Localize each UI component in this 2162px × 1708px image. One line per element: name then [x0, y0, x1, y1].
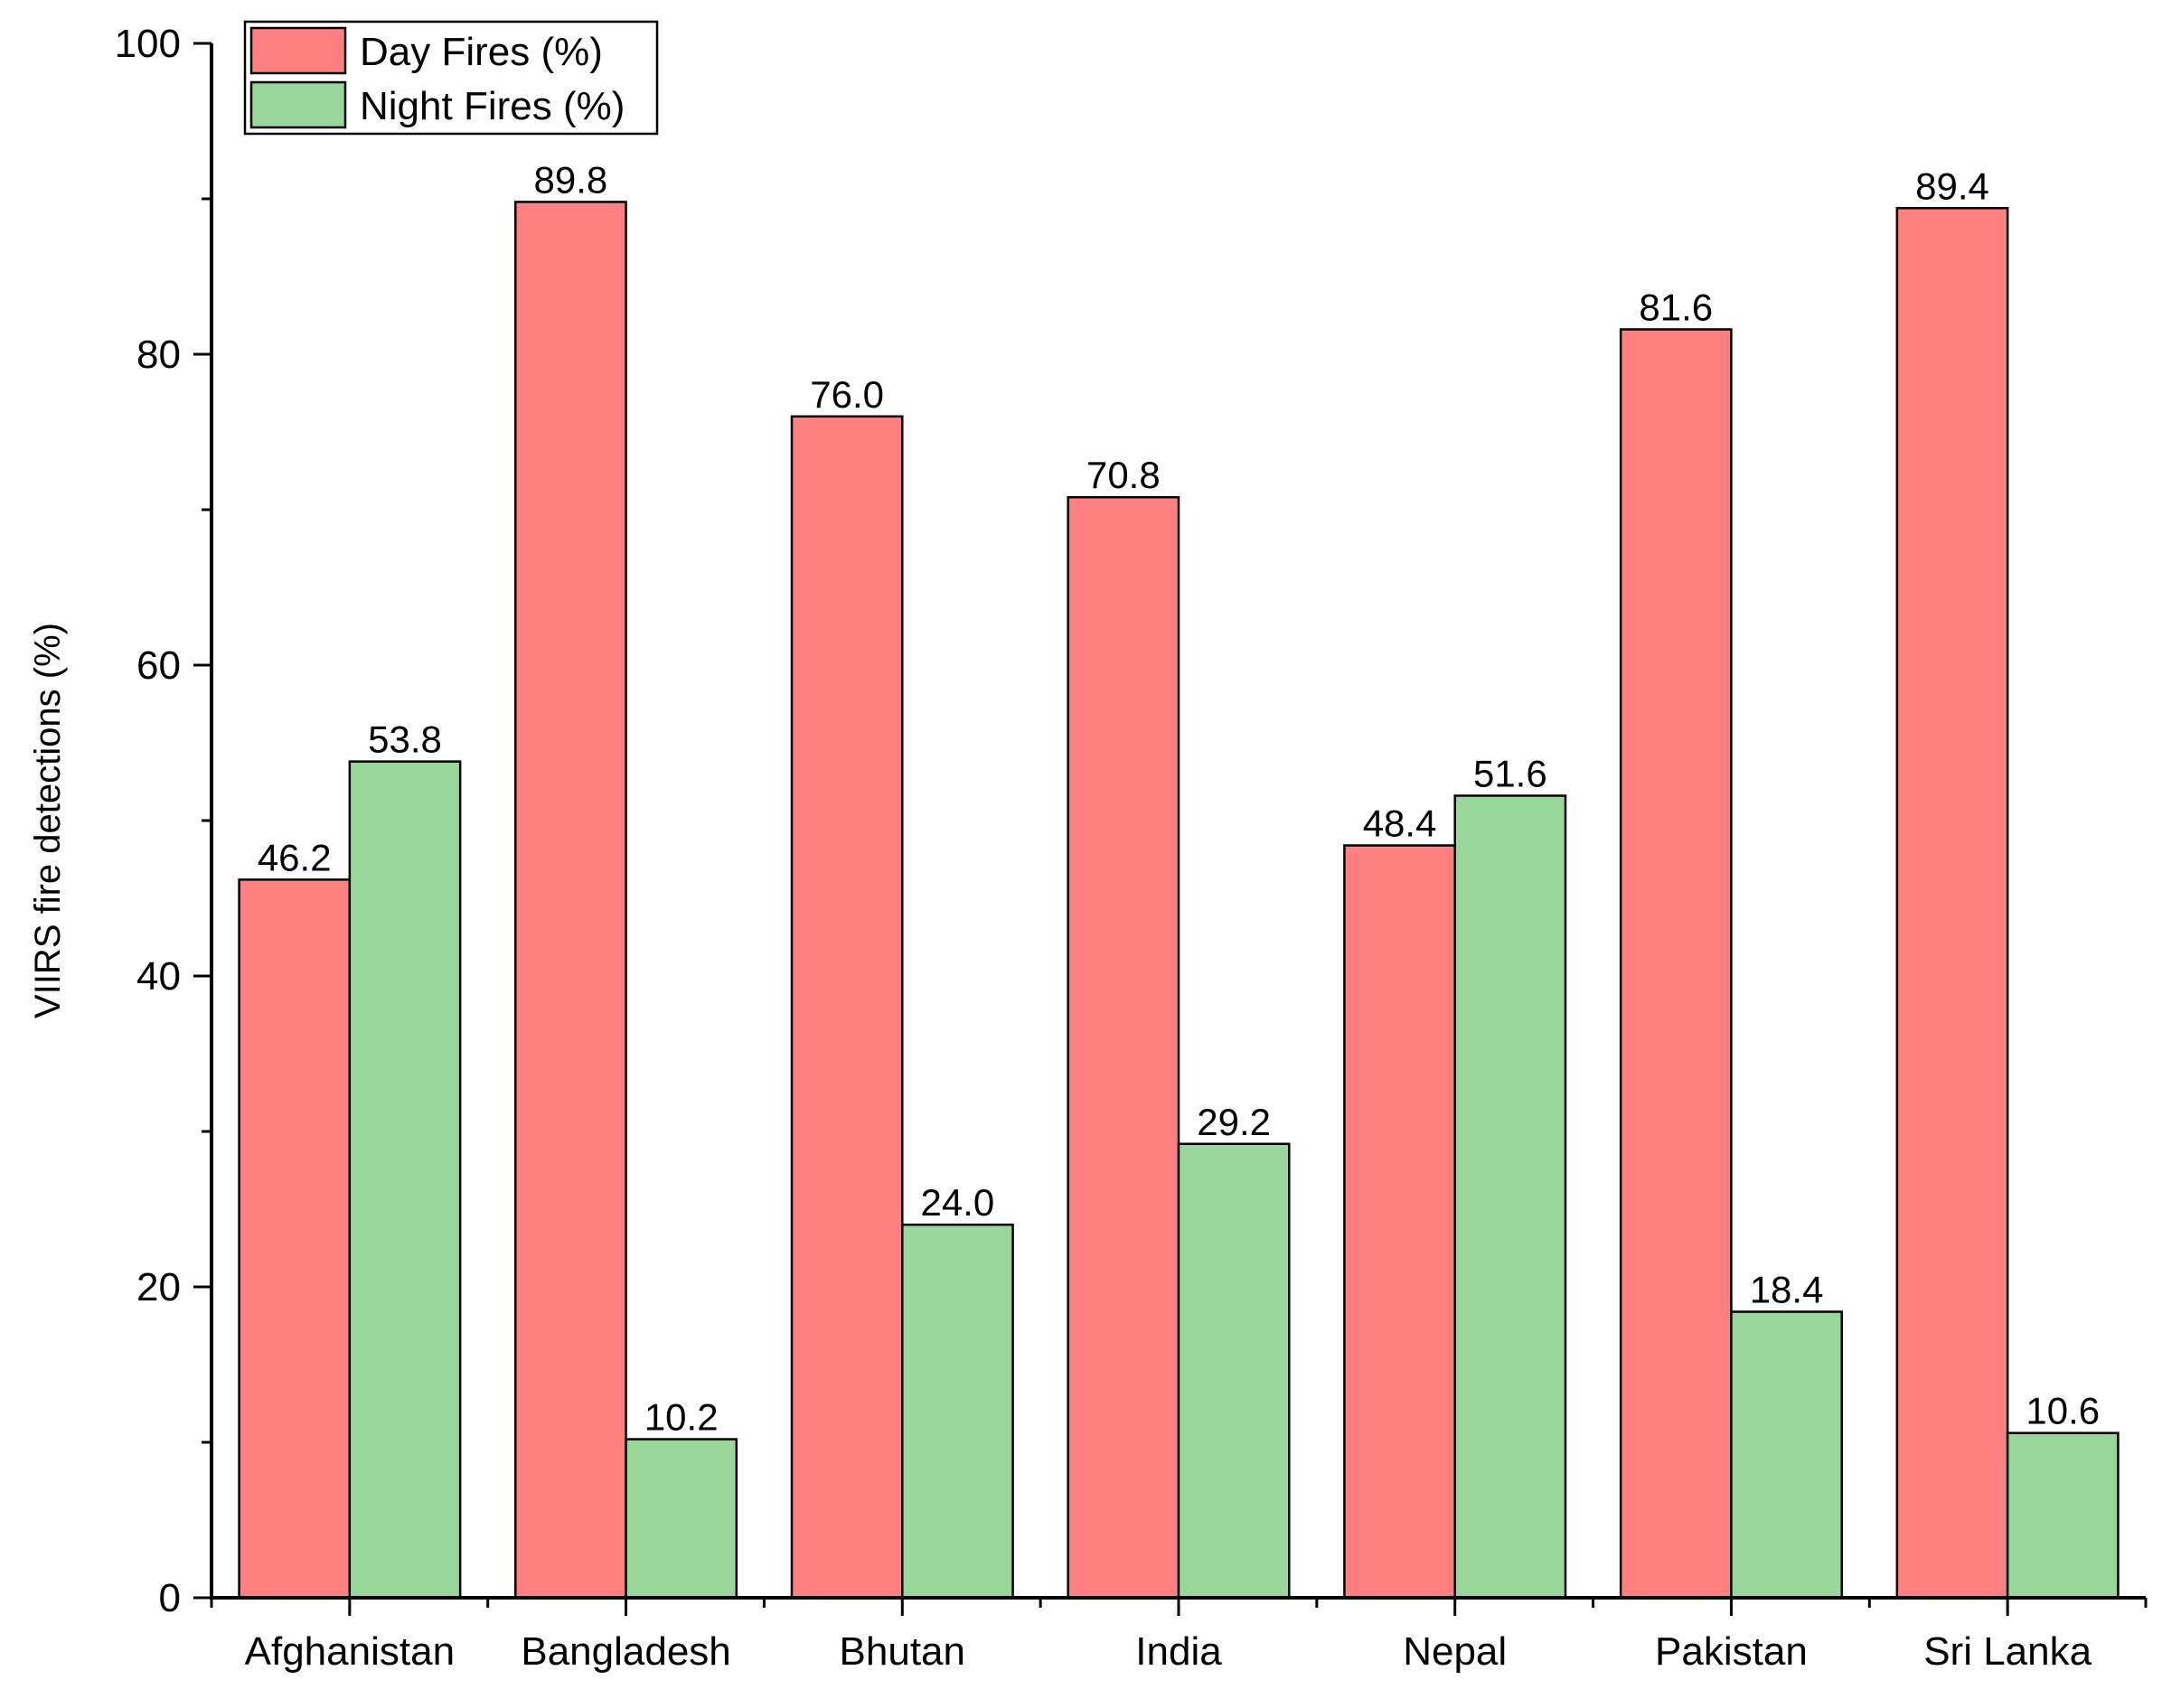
x-tick-label-sri-lanka: Sri Lanka: [1923, 1629, 2092, 1674]
data-label-night-fires-bhutan: 24.0: [921, 1181, 995, 1224]
data-label-night-fires-india: 29.2: [1197, 1101, 1271, 1143]
y-ticks: 0 20 40 60 80 100: [115, 22, 212, 1620]
data-label-day-fires-sri-lanka: 89.4: [1915, 164, 1989, 207]
data-label-day-fires-afghanistan: 46.2: [258, 836, 332, 878]
data-label-night-fires-pakistan: 18.4: [1750, 1269, 1824, 1311]
data-label-day-fires-bhutan: 76.0: [810, 373, 884, 416]
bar-day-fires-bhutan: [790, 415, 904, 1600]
y-tick-label-60: 60: [136, 643, 181, 688]
legend-label-night-fires: Night Fires (%): [360, 84, 625, 128]
bar-day-fires-pakistan: [1619, 328, 1733, 1600]
x-tick-label-afghanistan: Afghanistan: [245, 1629, 455, 1674]
data-label-day-fires-bangladesh: 89.8: [534, 158, 608, 201]
x-tick-label-bangladesh: Bangladesh: [521, 1629, 730, 1674]
x-ticks: Afghanistan Bangladesh Bhutan India Nepal Pak…: [210, 1598, 2148, 1674]
data-label-day-fires-nepal: 48.4: [1363, 802, 1437, 845]
bar-day-fires-sri-lanka: [1895, 207, 2009, 1600]
bar-night-fires-pakistan: [1730, 1310, 1843, 1600]
bar-day-fires-bangladesh: [514, 201, 627, 1600]
bar-night-fires-bangladesh: [625, 1438, 738, 1600]
y-tick-label-20: 20: [136, 1265, 181, 1309]
y-tick-label-80: 80: [136, 333, 181, 377]
y-axis-title: VIIRS fire detections (%): [28, 623, 68, 1018]
bar-night-fires-bhutan: [901, 1223, 1014, 1600]
legend-swatch-night-fires: [249, 80, 347, 129]
data-label-night-fires-nepal: 51.6: [1473, 752, 1547, 794]
bar-night-fires-sri-lanka: [2006, 1431, 2120, 1600]
data-label-night-fires-afghanistan: 53.8: [368, 718, 442, 761]
legend: Day Fires (%) Night Fires (%): [243, 20, 659, 136]
bar-night-fires-india: [1177, 1142, 1291, 1600]
y-tick-label-0: 0: [159, 1576, 181, 1620]
data-label-day-fires-pakistan: 81.6: [1639, 286, 1713, 328]
data-label-day-fires-india: 70.8: [1086, 454, 1161, 496]
data-labels: 46.2 53.8 89.8 10.2 76.0 24.0 70.8 29.2 48.4 51.6…: [258, 158, 2100, 1438]
bar-day-fires-india: [1067, 495, 1180, 1600]
bar-night-fires-afghanistan: [348, 760, 462, 1600]
x-tick-label-pakistan: Pakistan: [1655, 1629, 1808, 1674]
y-tick-label-100: 100: [115, 22, 181, 66]
data-label-night-fires-bangladesh: 10.2: [644, 1396, 719, 1439]
legend-swatch-day-fires: [249, 26, 347, 75]
bar-night-fires-nepal: [1453, 794, 1567, 1600]
x-tick-label-bhutan: Bhutan: [840, 1629, 965, 1674]
x-tick-label-nepal: Nepal: [1403, 1629, 1507, 1674]
bar-day-fires-nepal: [1343, 844, 1456, 1600]
x-tick-label-india: India: [1135, 1629, 1222, 1674]
legend-label-day-fires: Day Fires (%): [360, 30, 603, 74]
y-tick-label-40: 40: [136, 954, 181, 999]
bar-day-fires-afghanistan: [238, 878, 352, 1600]
bars: [238, 201, 2120, 1600]
data-label-night-fires-sri-lanka: 10.6: [2026, 1390, 2100, 1432]
